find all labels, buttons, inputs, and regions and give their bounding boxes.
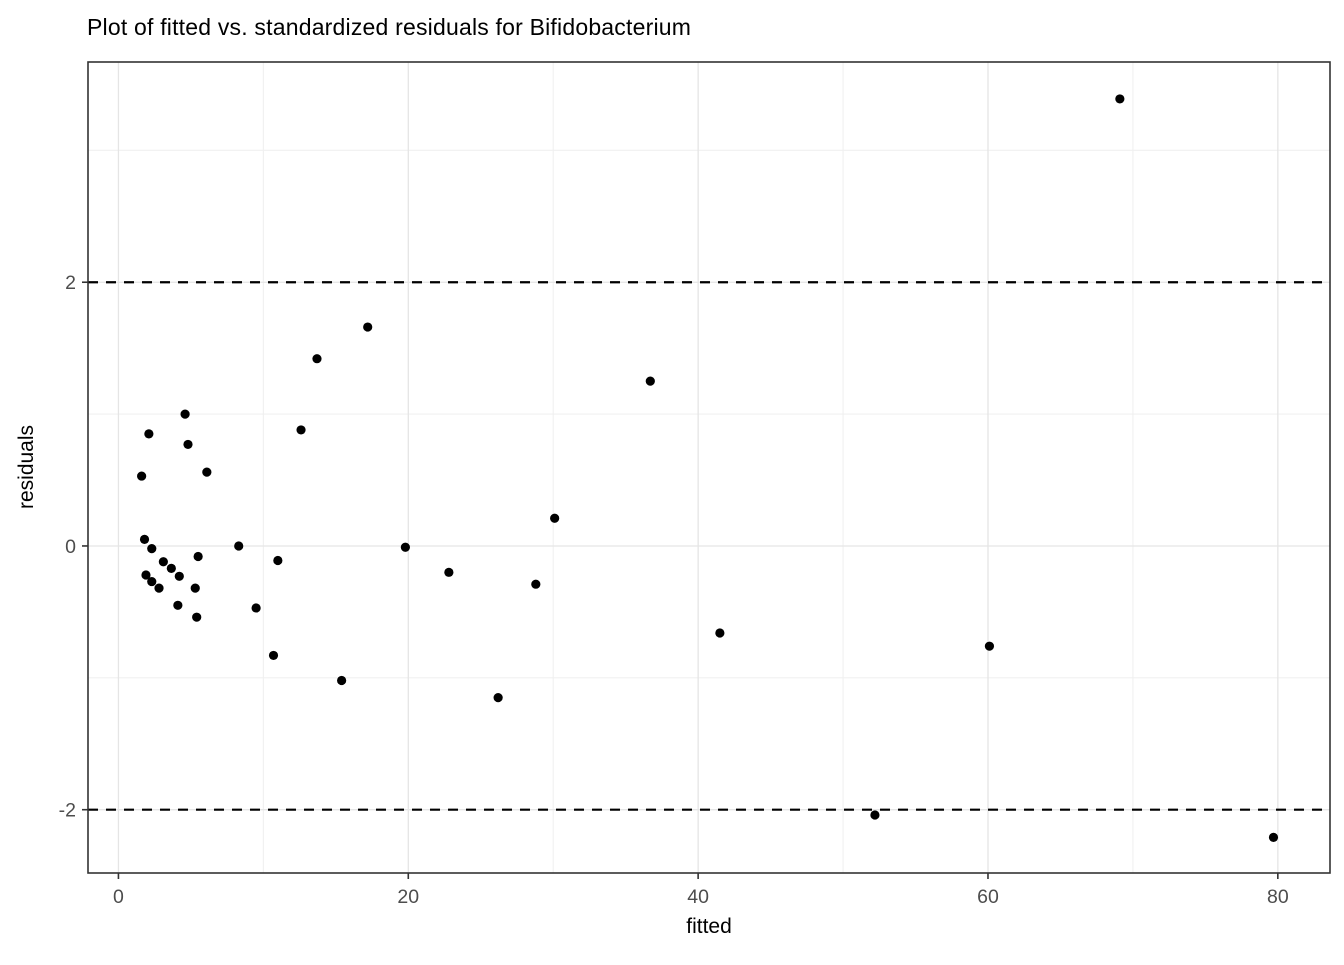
data-point (139, 534, 150, 544)
y-axis-title: residuals (15, 424, 38, 510)
data-point (137, 471, 147, 481)
x-axis-title: fitted (686, 915, 732, 938)
data-point (251, 603, 261, 613)
data-point (190, 583, 200, 593)
y-tick-label: 0 (65, 536, 76, 558)
data-point (193, 551, 203, 562)
data-point (1115, 94, 1125, 104)
chart-title: Plot of fitted vs. standardized residual… (87, 14, 692, 40)
data-point (173, 600, 183, 610)
x-tick-label: 40 (687, 886, 709, 908)
data-point (180, 409, 190, 419)
data-point (1268, 832, 1279, 842)
panel-border (87, 61, 1331, 874)
data-point (296, 425, 306, 435)
y-tick-label: 2 (65, 272, 76, 294)
x-tick-label: 80 (1267, 886, 1289, 908)
data-point (174, 571, 184, 581)
data-point (645, 376, 655, 386)
data-point (273, 555, 283, 566)
data-point (192, 612, 202, 622)
data-point (870, 810, 880, 820)
x-tick-label: 60 (977, 886, 999, 908)
data-point (444, 567, 454, 577)
data-point (202, 467, 212, 477)
data-point (147, 544, 157, 554)
panel-background (88, 62, 1330, 873)
data-point (141, 570, 151, 580)
data-point (400, 542, 410, 552)
data-point (550, 513, 560, 523)
x-tick-label: 0 (113, 886, 124, 908)
data-point (337, 675, 347, 686)
data-point (715, 628, 725, 638)
data-point (234, 541, 244, 551)
data-point (183, 439, 193, 450)
data-point (158, 557, 168, 567)
data-point (312, 354, 322, 364)
y-tick-label: -2 (59, 800, 76, 822)
data-point (984, 641, 995, 651)
data-point (363, 322, 373, 332)
data-point (147, 576, 157, 587)
data-point (166, 563, 176, 573)
data-point (268, 650, 279, 661)
data-point (144, 429, 154, 439)
data-point (493, 693, 503, 703)
x-tick-label: 20 (397, 886, 419, 908)
data-point (531, 579, 541, 589)
data-point (154, 583, 164, 593)
